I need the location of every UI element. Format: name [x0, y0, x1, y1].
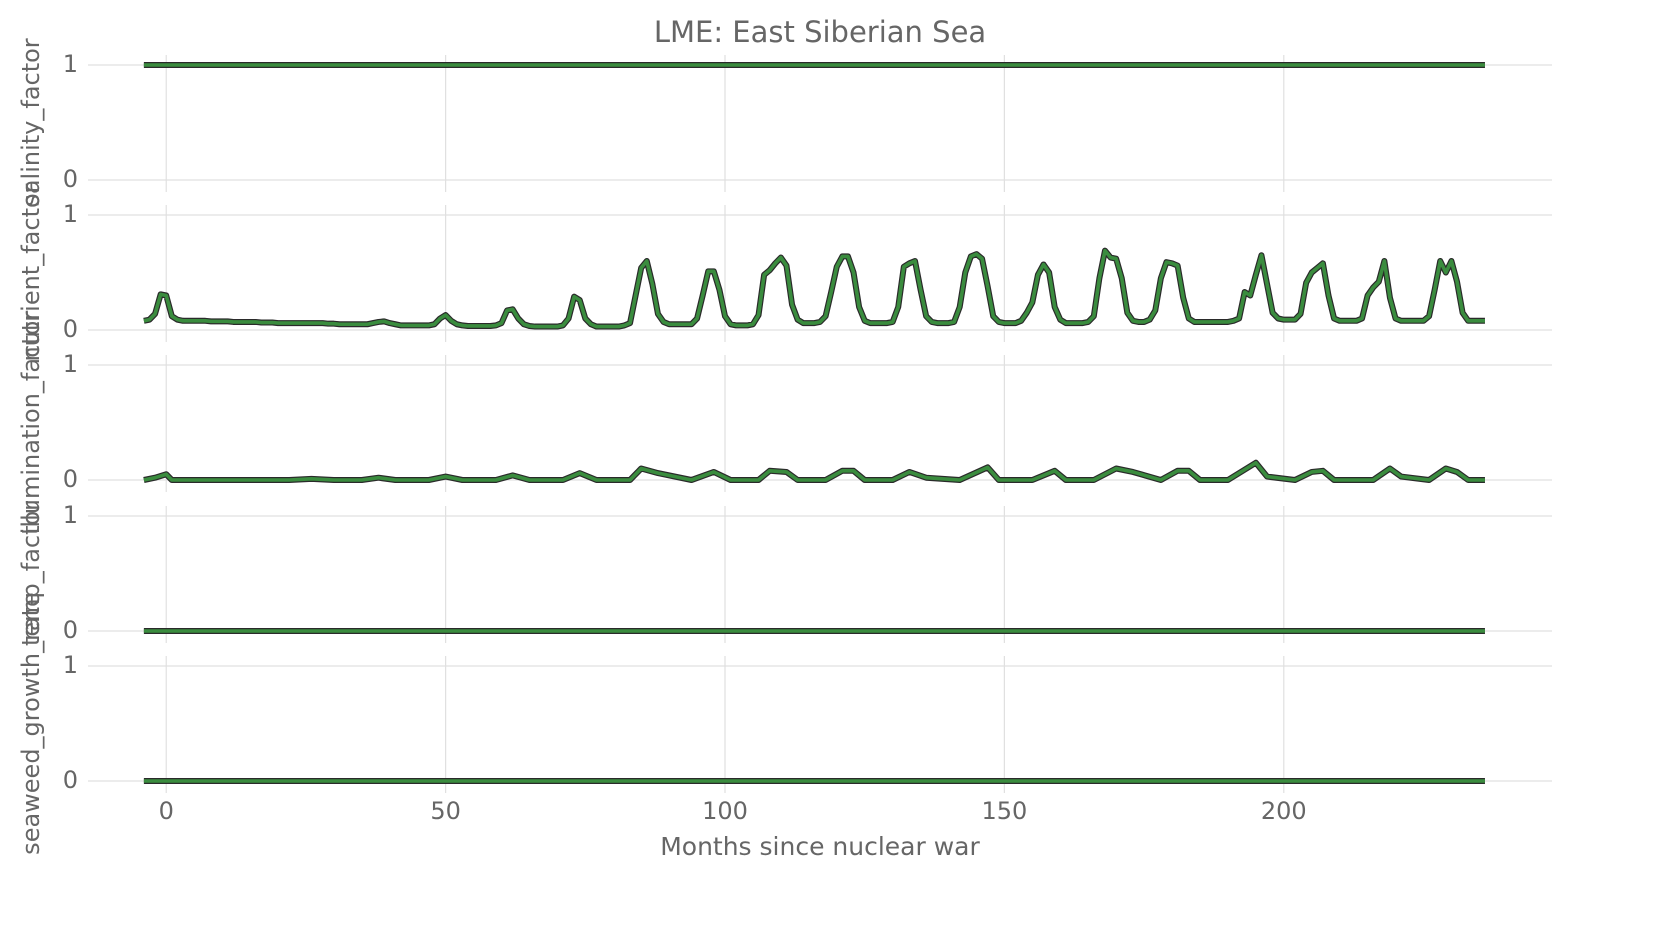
data-line [143, 460, 1485, 482]
x-tick-label: 200 [1261, 797, 1307, 825]
x-tick-label: 50 [430, 797, 461, 825]
y-axis-label: illumination_factor [17, 311, 45, 535]
y-tick-label: 1 [63, 200, 78, 228]
y-tick-label: 1 [63, 350, 78, 378]
y-axis-label: seaweed_growth_rate [17, 592, 45, 855]
y-tick-label: 0 [63, 315, 78, 343]
chart-title: LME: East Siberian Sea [654, 15, 986, 49]
x-tick-label: 150 [981, 797, 1027, 825]
y-tick-label: 1 [63, 501, 78, 529]
x-axis-label: Months since nuclear war [660, 832, 980, 861]
x-tick-label: 100 [702, 797, 748, 825]
y-tick-label: 1 [63, 651, 78, 679]
x-tick-label: 0 [159, 797, 174, 825]
y-tick-label: 0 [63, 465, 78, 493]
y-tick-label: 0 [63, 165, 78, 193]
y-axis-label: nutrient_factor [17, 183, 45, 361]
y-axis-label: salinity_factor [17, 38, 45, 206]
y-tick-label: 0 [63, 616, 78, 644]
data-line [143, 248, 1485, 329]
y-tick-label: 1 [63, 50, 78, 78]
y-axis-label: temp_factor [17, 501, 45, 646]
y-tick-label: 0 [63, 766, 78, 794]
